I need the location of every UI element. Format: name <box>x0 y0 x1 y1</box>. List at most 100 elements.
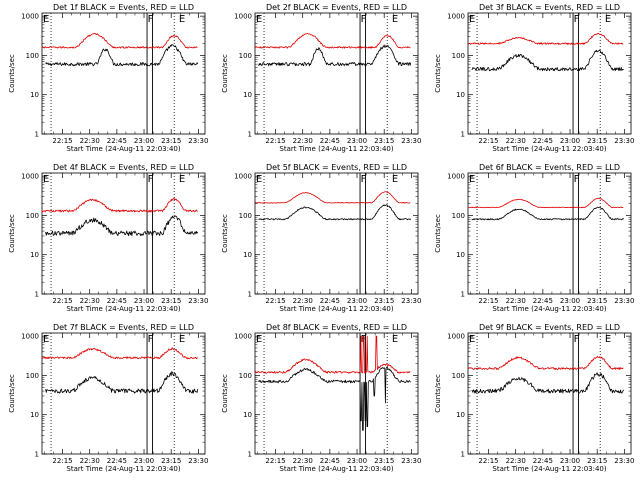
start-marker-label: E <box>256 334 262 345</box>
y-tick-label: 1 <box>248 131 252 139</box>
start-marker-label: E <box>469 334 475 345</box>
x-tick-label: 23:00 <box>560 457 580 465</box>
x-tick-label: 22:45 <box>533 297 553 305</box>
x-axis-label: Start Time (24-Aug-11 22:03:40) <box>279 145 393 153</box>
end-marker-label: E <box>179 334 185 345</box>
chart-panel-1: Det 1f BLACK = Events, RED = LLD 1 10 100 10… <box>8 3 208 153</box>
x-axis-label: Start Time (24-Aug-11 22:03:40) <box>492 305 606 313</box>
x-tick-label: 23:30 <box>188 297 208 305</box>
x-tick-label: 22:45 <box>107 297 127 305</box>
y-tick-label: 1 <box>35 291 39 299</box>
x-tick-label: 22:45 <box>320 137 340 145</box>
y-tick-label: 1000 <box>447 333 465 341</box>
y-tick-label: 100 <box>452 212 465 220</box>
y-tick-label: 10 <box>456 91 465 99</box>
series-lld-line <box>467 32 624 45</box>
series-events-line <box>471 49 624 72</box>
x-tick-label: 22:30 <box>506 297 526 305</box>
end-marker-label: E <box>392 334 398 345</box>
y-tick-label: 1000 <box>21 13 39 21</box>
y-axis-label: Counts/sec <box>434 54 442 93</box>
flare-marker-label: F <box>574 174 580 185</box>
y-tick-label: 1 <box>461 131 465 139</box>
chart-title: Det 1f BLACK = Events, RED = LLD <box>53 3 194 12</box>
x-tick-label: 23:30 <box>401 137 421 145</box>
x-tick-label: 23:15 <box>161 297 181 305</box>
plot-frame <box>467 332 632 455</box>
x-tick-label: 22:30 <box>293 137 313 145</box>
x-tick-label: 22:15 <box>478 297 498 305</box>
x-tick-label: 22:30 <box>80 137 100 145</box>
y-tick-label: 1 <box>35 451 39 459</box>
x-axis-label: Start Time (24-Aug-11 22:03:40) <box>492 145 606 153</box>
y-tick-label: 100 <box>239 52 252 60</box>
y-tick-label: 100 <box>239 212 252 220</box>
chart-title: Det 4f BLACK = Events, RED = LLD <box>53 163 194 172</box>
plot-frame <box>254 332 419 455</box>
y-tick-label: 1 <box>461 451 465 459</box>
y-tick-label: 1000 <box>21 333 39 341</box>
series-events-line <box>471 206 625 221</box>
series-events-line <box>45 215 199 237</box>
x-axis-label: Start Time (24-Aug-11 22:03:40) <box>66 305 180 313</box>
x-tick-label: 22:30 <box>506 457 526 465</box>
series-lld-line <box>41 32 198 49</box>
y-tick-label: 10 <box>243 251 252 259</box>
start-marker-label: E <box>469 14 475 25</box>
x-tick-label: 23:00 <box>347 137 367 145</box>
plot-frame <box>41 172 206 295</box>
end-marker-label: E <box>392 14 398 25</box>
x-tick-label: 23:15 <box>161 137 181 145</box>
x-tick-label: 22:45 <box>107 137 127 145</box>
x-tick-label: 22:15 <box>52 137 72 145</box>
x-tick-label: 22:30 <box>80 457 100 465</box>
y-tick-label: 100 <box>26 52 39 60</box>
x-axis-label: Start Time (24-Aug-11 22:03:40) <box>279 305 393 313</box>
y-tick-label: 10 <box>456 411 465 419</box>
y-axis-label: Counts/sec <box>221 374 229 413</box>
y-axis-label: Counts/sec <box>221 214 229 253</box>
x-tick-label: 23:30 <box>614 297 634 305</box>
series-events-line <box>258 204 412 221</box>
chart-panel-5: Det 5f BLACK = Events, RED = LLD 1 10 100 10… <box>221 163 421 313</box>
y-axis-label: Counts/sec <box>221 54 229 93</box>
x-tick-label: 23:00 <box>347 457 367 465</box>
x-tick-label: 22:15 <box>265 137 285 145</box>
x-tick-label: 22:30 <box>293 457 313 465</box>
y-axis-label: Counts/sec <box>8 374 16 413</box>
x-tick-label: 22:45 <box>533 137 553 145</box>
y-tick-label: 1000 <box>234 13 252 21</box>
plot-frame <box>41 12 206 135</box>
chart-panel-7: Det 7f BLACK = Events, RED = LLD 1 10 100 10… <box>8 323 208 473</box>
x-tick-label: 23:30 <box>401 457 421 465</box>
series-events-line <box>471 372 625 394</box>
end-marker-label: E <box>605 174 611 185</box>
plot-frame <box>467 12 632 135</box>
start-marker-label: E <box>43 14 49 25</box>
flare-marker-label: F <box>148 14 154 25</box>
x-tick-label: 23:15 <box>374 297 394 305</box>
y-axis-label: Counts/sec <box>8 54 16 93</box>
series-events-line <box>258 366 411 431</box>
x-tick-label: 22:30 <box>80 297 100 305</box>
y-tick-label: 1 <box>35 131 39 139</box>
start-marker-label: E <box>256 14 262 25</box>
y-tick-label: 10 <box>30 411 39 419</box>
x-tick-label: 23:30 <box>188 457 208 465</box>
y-tick-label: 100 <box>452 52 465 60</box>
chart-panel-4: Det 4f BLACK = Events, RED = LLD 1 10 100 10… <box>8 163 208 313</box>
x-axis-label: Start Time (24-Aug-11 22:03:40) <box>66 465 180 473</box>
chart-panel-8: Det 8f BLACK = Events, RED = LLD 1 10 100 10… <box>221 323 421 473</box>
chart-title: Det 6f BLACK = Events, RED = LLD <box>479 163 620 172</box>
flare-marker-label: F <box>574 334 580 345</box>
x-tick-label: 23:15 <box>587 137 607 145</box>
y-tick-label: 100 <box>26 212 39 220</box>
y-tick-label: 10 <box>30 251 39 259</box>
y-tick-label: 1000 <box>234 333 252 341</box>
series-events-line <box>258 44 412 67</box>
y-tick-label: 10 <box>243 91 252 99</box>
end-marker-label: E <box>179 174 185 185</box>
x-tick-label: 23:00 <box>134 137 154 145</box>
x-tick-label: 23:15 <box>374 137 394 145</box>
flare-marker-label: F <box>361 174 367 185</box>
